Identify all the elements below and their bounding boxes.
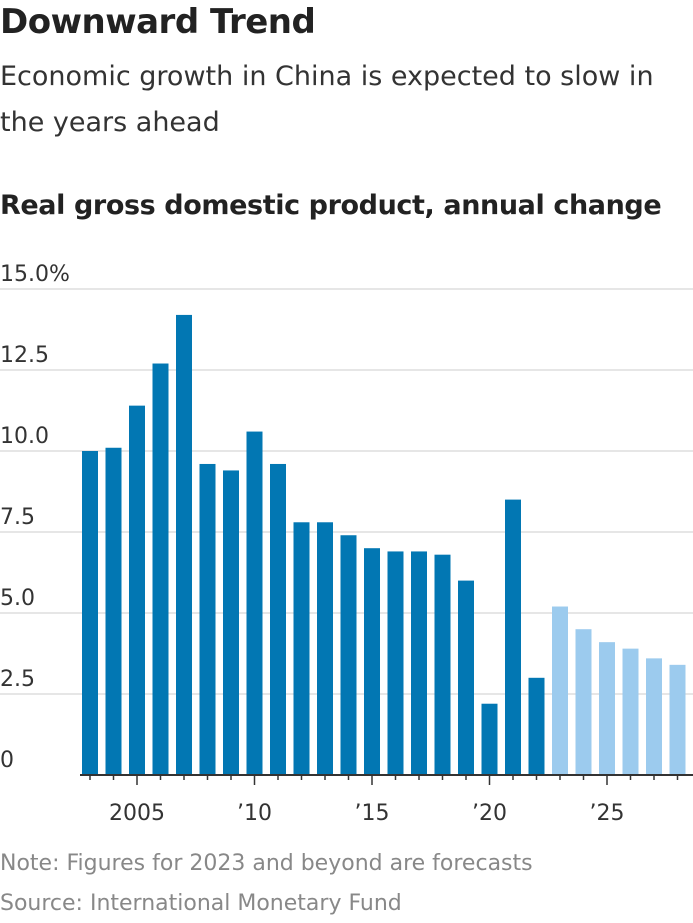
bar-chart: 2005 ’10 ’15 ’20 ’25 15.0% 12.5 10.0 7.5 5.0 2.5 0 xyxy=(0,262,693,826)
actual-bar xyxy=(458,580,474,775)
actual-bar xyxy=(505,499,521,775)
footnote: Note: Figures for 2023 and beyond are fo… xyxy=(0,851,533,876)
actual-bar xyxy=(82,451,98,775)
actual-bar xyxy=(340,535,357,775)
y-tick-label: 7.5 xyxy=(0,505,35,530)
headline: Downward Trend xyxy=(0,2,316,42)
y-tick-label: 2.5 xyxy=(0,667,35,692)
x-tick-label: ’20 xyxy=(472,801,507,826)
x-tick-label: ’25 xyxy=(590,801,625,826)
source-line: Source: International Monetary Fund xyxy=(0,891,402,916)
forecast-bar xyxy=(669,664,686,775)
actual-bar xyxy=(176,314,192,775)
actual-bar xyxy=(317,522,333,775)
x-axis: 2005 ’10 ’15 ’20 ’25 xyxy=(80,774,693,826)
actual-bar xyxy=(246,431,263,775)
actual-bar xyxy=(223,470,239,775)
y-tick-label: 15.0% xyxy=(0,262,70,287)
y-tick-label: 10.0 xyxy=(0,424,49,449)
x-tick-label: ’15 xyxy=(355,801,390,826)
actual-bar xyxy=(434,554,451,775)
actual-bar xyxy=(270,463,286,775)
chart-title: Real gross domestic product, annual chan… xyxy=(0,190,662,221)
actual-bar xyxy=(364,548,380,775)
forecast-bar xyxy=(646,658,662,775)
actual-bar xyxy=(199,463,216,775)
forecast-bar xyxy=(622,648,639,775)
y-tick-label: 12.5 xyxy=(0,343,49,368)
actual-bar xyxy=(129,405,145,775)
forecast-bar xyxy=(552,606,568,775)
forecast-bar xyxy=(575,629,592,775)
actual-bar xyxy=(411,551,427,775)
x-tick-label: 2005 xyxy=(109,801,165,826)
x-tick-label: ’10 xyxy=(237,801,272,826)
y-tick-label: 5.0 xyxy=(0,586,35,611)
actual-bar xyxy=(293,522,310,775)
actual-bar xyxy=(105,447,122,775)
actual-bar xyxy=(387,551,404,775)
subheadline: Economic growth in China is expected to … xyxy=(0,61,654,138)
forecast-bar xyxy=(599,642,615,775)
bars xyxy=(82,314,686,775)
y-tick-label: 0 xyxy=(0,748,14,773)
y-axis-labels: 15.0% 12.5 10.0 7.5 5.0 2.5 0 xyxy=(0,262,70,773)
actual-bar xyxy=(481,703,498,775)
actual-bar xyxy=(152,363,169,775)
actual-bar xyxy=(528,677,545,775)
